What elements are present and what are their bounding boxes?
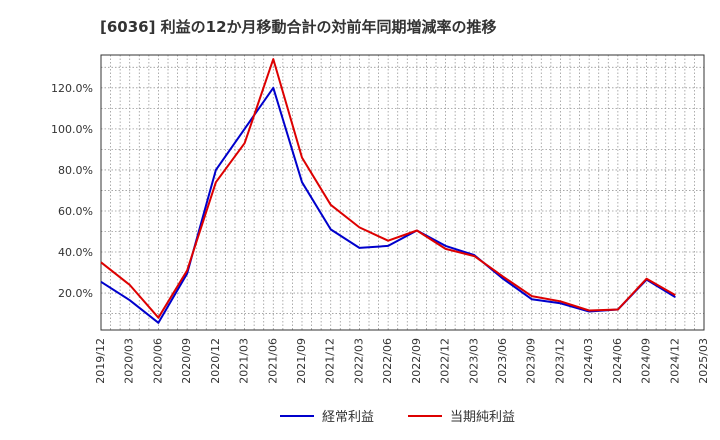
chart-title: [6036] 利益の12か月移動合計の対前年同期増減率の推移 bbox=[100, 18, 497, 36]
legend-label-keijo: 経常利益 bbox=[322, 410, 374, 425]
y-tick-label: 60.0% bbox=[58, 205, 93, 218]
x-tick-label: 2024/06 bbox=[611, 338, 624, 384]
x-tick-label: 2024/09 bbox=[640, 338, 653, 384]
x-tick-label: 2023/03 bbox=[467, 338, 480, 384]
series-line-1 bbox=[100, 58, 676, 319]
y-tick-label: 80.0% bbox=[58, 164, 93, 177]
x-tick-label: 2025/03 bbox=[697, 338, 710, 384]
x-tick-label: 2024/12 bbox=[668, 338, 681, 384]
legend: 経常利益 当期純利益 bbox=[280, 410, 515, 425]
y-tick-label: 40.0% bbox=[58, 246, 93, 259]
x-tick-label: 2020/03 bbox=[123, 338, 136, 384]
y-tick-label: 20.0% bbox=[58, 287, 93, 300]
y-axis-ticks: 20.0% 40.0% 60.0% 80.0% 100.0% 120.0% bbox=[51, 82, 93, 300]
x-axis-ticks: 2019/12 2020/03 2020/06 2020/09 2020/12 2021/… bbox=[94, 338, 710, 384]
x-tick-label: 2019/12 bbox=[94, 338, 107, 384]
x-tick-label: 2020/12 bbox=[209, 338, 222, 384]
grid bbox=[101, 55, 704, 330]
plot-frame bbox=[100, 54, 705, 331]
series-lines bbox=[100, 58, 676, 324]
y-tick-label: 120.0% bbox=[51, 82, 93, 95]
x-tick-label: 2021/06 bbox=[266, 338, 279, 384]
x-tick-label: 2022/09 bbox=[410, 338, 423, 384]
x-tick-label: 2023/12 bbox=[553, 338, 566, 384]
x-tick-label: 2021/09 bbox=[295, 338, 308, 384]
x-tick-label: 2022/12 bbox=[439, 338, 452, 384]
x-tick-label: 2020/06 bbox=[151, 338, 164, 384]
x-tick-label: 2021/12 bbox=[324, 338, 337, 384]
x-tick-label: 2020/09 bbox=[180, 338, 193, 384]
x-tick-label: 2023/06 bbox=[496, 338, 509, 384]
y-tick-label: 100.0% bbox=[51, 123, 93, 136]
x-tick-label: 2022/03 bbox=[352, 338, 365, 384]
x-tick-label: 2022/06 bbox=[381, 338, 394, 384]
legend-label-junrieki: 当期純利益 bbox=[450, 410, 515, 425]
series-line-0 bbox=[100, 86, 676, 324]
x-tick-label: 2023/09 bbox=[525, 338, 538, 384]
x-tick-label: 2024/03 bbox=[582, 338, 595, 384]
x-tick-label: 2021/03 bbox=[238, 338, 251, 384]
